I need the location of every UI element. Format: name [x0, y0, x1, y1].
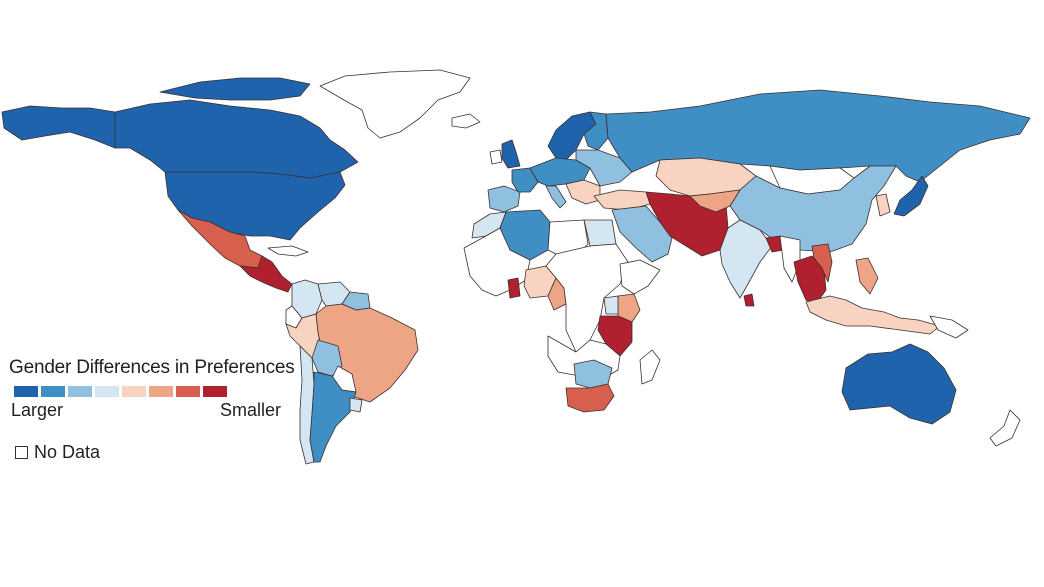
region-philippines	[855, 257, 879, 295]
region-new-zealand	[989, 409, 1021, 447]
region-egypt	[583, 219, 617, 247]
region-iberia	[487, 185, 521, 213]
legend-low-label: Larger	[11, 400, 64, 420]
region-australia	[841, 343, 957, 425]
region-alaska	[1, 105, 116, 149]
region-greenland	[319, 69, 471, 139]
legend-swatch	[95, 386, 119, 397]
region-canada	[114, 99, 359, 179]
map-legend: Gender Differences in Preferences Larger…	[9, 357, 309, 426]
no-data-swatch	[15, 446, 28, 459]
legend-swatch	[203, 386, 227, 397]
legend-swatch	[41, 386, 65, 397]
region-indonesia-malaysia	[805, 295, 941, 335]
legend-swatches	[14, 386, 309, 397]
region-papua-new-guinea	[929, 315, 969, 339]
region-iceland	[451, 113, 481, 129]
region-vietnam	[811, 243, 833, 283]
legend-high-label: Smaller	[220, 400, 282, 420]
region-italy	[545, 185, 567, 209]
region-united-kingdom	[501, 139, 521, 169]
region-ireland	[489, 149, 503, 165]
region-sri-lanka	[743, 293, 755, 307]
region-central-asia	[689, 189, 741, 213]
region-uruguay	[349, 397, 363, 413]
region-south-africa	[565, 383, 615, 413]
region-balkans	[565, 179, 601, 205]
region-usa	[164, 171, 346, 241]
legend-swatch	[176, 386, 200, 397]
legend-swatch	[149, 386, 173, 397]
legend-swatch	[14, 386, 38, 397]
region-ghana	[507, 277, 521, 299]
region-argentina	[309, 371, 357, 463]
region-eastern-europe	[575, 149, 633, 187]
region-korea	[875, 193, 891, 217]
legend-title: Gender Differences in Preferences	[9, 357, 295, 378]
region-japan	[893, 175, 929, 217]
region-madagascar	[639, 349, 661, 385]
legend-swatch	[68, 386, 92, 397]
legend-scale-labels: Larger Smaller	[9, 400, 309, 426]
legend-swatch	[122, 386, 146, 397]
region-cuba	[267, 245, 309, 257]
region-uganda	[603, 295, 619, 315]
region-tanzania	[597, 315, 633, 357]
no-data-legend: No Data	[15, 442, 100, 463]
no-data-label: No Data	[34, 442, 101, 462]
region-horn-of-africa	[619, 259, 661, 295]
region-middle-east	[611, 205, 673, 263]
region-canada-arctic-islands	[159, 77, 311, 101]
region-india	[719, 219, 773, 299]
